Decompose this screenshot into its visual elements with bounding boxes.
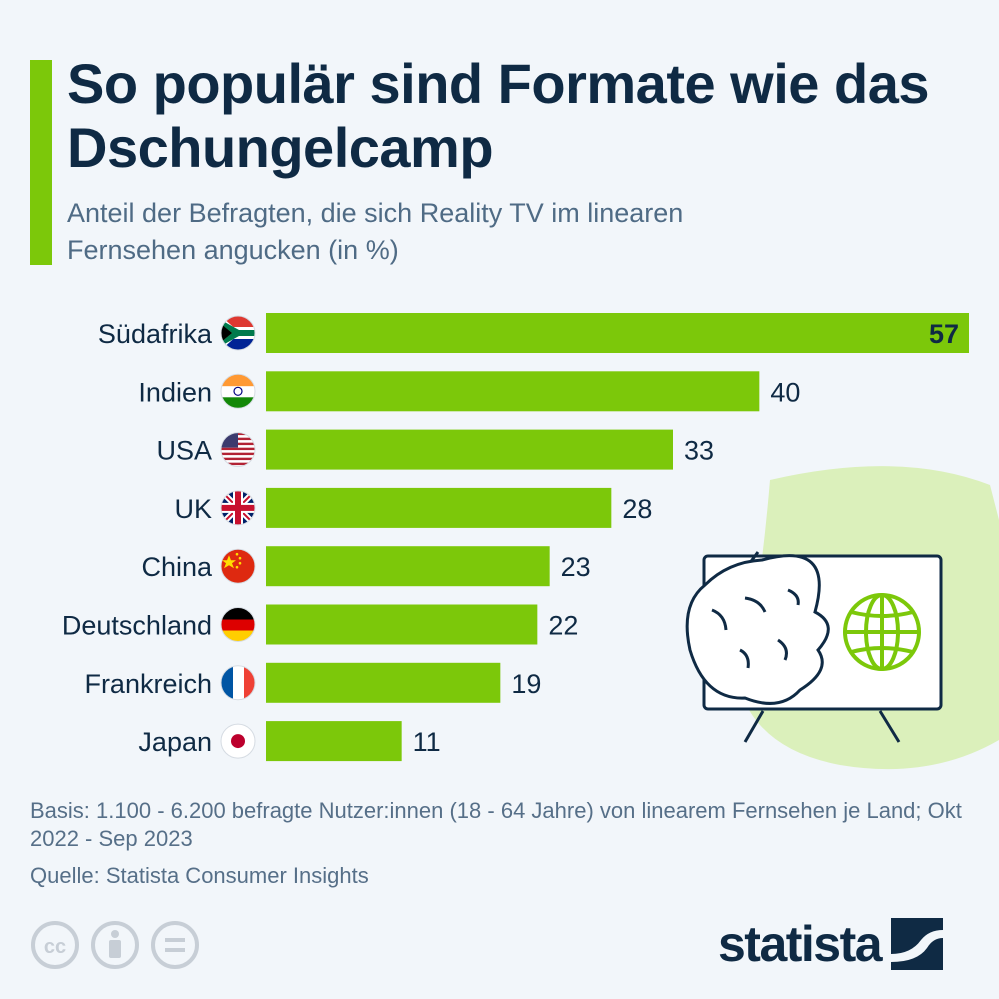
bar: [266, 429, 673, 470]
germany-flag-icon: [220, 607, 256, 642]
china-flag-icon: [220, 548, 256, 584]
footnote-basis: Basis: 1.100 - 6.200 befragte Nutzer:inn…: [30, 798, 962, 851]
cc-icon[interactable]: cc: [31, 921, 79, 969]
bar: [266, 721, 402, 762]
bar-chart: Südafrika 57 Indien 40 USA 33 UK 28 China 23 Deuts…: [62, 313, 999, 770]
chart-subtitle: Anteil der Befragten, die sich Reality T…: [67, 198, 684, 265]
bar: [266, 371, 760, 412]
attribution-icon[interactable]: [91, 921, 139, 969]
value-label: 11: [413, 727, 441, 757]
category-label: UK: [174, 494, 212, 524]
category-label: Japan: [138, 727, 212, 757]
south-africa-flag-icon: [220, 315, 256, 351]
cc-label: cc: [44, 936, 66, 958]
value-label: 40: [770, 377, 800, 407]
value-label: 28: [622, 494, 652, 524]
france-flag-icon: [220, 665, 256, 701]
uk-flag-icon: [220, 490, 256, 526]
bar: [266, 604, 538, 645]
title-accent-bar: [30, 60, 52, 265]
category-label: Indien: [138, 377, 212, 407]
license-icons: cc: [30, 920, 210, 975]
category-label: USA: [156, 436, 212, 466]
statista-wordmark: statista: [718, 916, 883, 972]
category-label: Frankreich: [84, 669, 212, 699]
value-label: 23: [561, 552, 591, 582]
category-label: China: [141, 552, 213, 582]
category-label: Deutschland: [62, 611, 212, 641]
bar: [266, 487, 612, 528]
usa-flag-icon: [220, 432, 256, 468]
category-label: Südafrika: [98, 319, 213, 349]
bar: [266, 313, 969, 353]
footnote-source: Quelle: Statista Consumer Insights: [30, 863, 369, 888]
value-label: 33: [684, 436, 714, 466]
no-derivatives-icon[interactable]: [151, 921, 199, 969]
statista-mark-icon: [891, 918, 944, 970]
japan-flag-icon: [220, 723, 256, 759]
tv-jungle-leaf-globe-icon: [685, 466, 999, 770]
bar: [266, 662, 501, 703]
bar: [266, 546, 550, 587]
chart-title: So populär sind Formate wie das Dschunge…: [67, 52, 930, 179]
value-label: 22: [548, 611, 578, 641]
value-label: 19: [511, 669, 541, 699]
india-flag-icon: [220, 373, 256, 409]
value-label: 57: [929, 319, 959, 349]
statista-logo[interactable]: statista: [718, 916, 944, 972]
